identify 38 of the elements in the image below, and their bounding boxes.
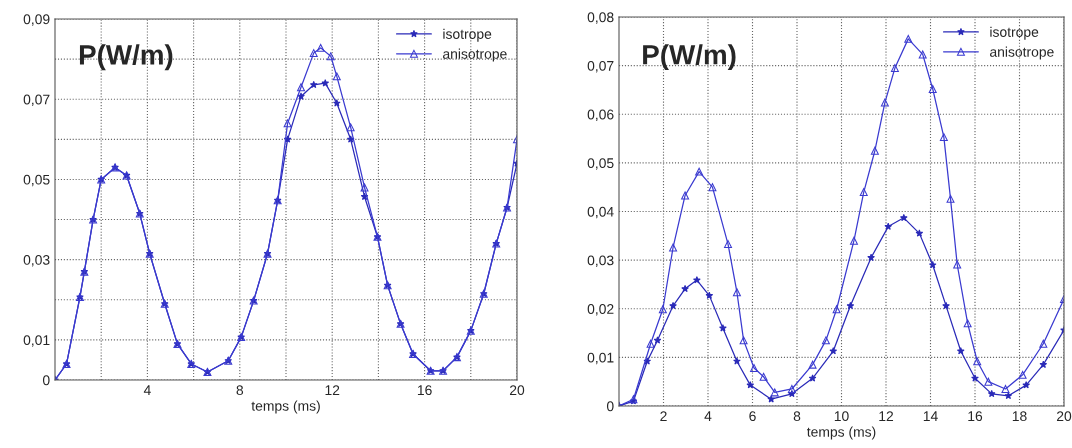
- legend-label: isotrope: [990, 26, 1039, 40]
- x-tick-label: 20: [1056, 411, 1072, 422]
- x-tick-label: 4: [704, 411, 712, 421]
- annotation: P(W/m): [643, 44, 736, 71]
- y-tick-label: 0,01: [587, 352, 614, 365]
- x-tick-label: 4: [143, 385, 151, 395]
- y-tick-label: 0,07: [23, 94, 50, 107]
- x-tick-label: 2: [660, 411, 667, 421]
- y-tick-label: 0,05: [587, 158, 614, 170]
- annotation: P(W/m): [79, 44, 173, 71]
- x-tick-label: 14: [923, 411, 938, 421]
- y-tick-label: 0,03: [23, 255, 50, 267]
- x-axis-title: temps (ms): [806, 426, 876, 440]
- y-tick-label: 0,02: [587, 304, 614, 316]
- x-tick-label: 12: [325, 385, 340, 395]
- x-tick-label: 20: [509, 385, 525, 396]
- x-tick-label: 8: [236, 385, 244, 396]
- x-tick-label: 18: [1012, 411, 1027, 422]
- legend-label: anisotrope: [990, 46, 1054, 60]
- y-tick-label: 0,06: [587, 109, 614, 122]
- y-tick-label: 0,08: [587, 12, 614, 24]
- legend-label: anisotrope: [443, 48, 507, 62]
- y-tick-label: 0,04: [587, 206, 614, 219]
- x-tick-label: 16: [417, 385, 432, 396]
- y-tick-label: 0,01: [23, 335, 50, 347]
- x-axis-title: temps (ms): [251, 400, 320, 414]
- y-tick-label: 0,09: [23, 14, 50, 26]
- y-tick-label: 0,05: [23, 174, 50, 187]
- y-tick-label: 0: [606, 401, 614, 412]
- x-tick-label: 12: [879, 411, 894, 421]
- y-tick-label: 0,03: [587, 255, 614, 267]
- x-tick-label: 16: [968, 411, 983, 422]
- y-tick-label: 0: [42, 375, 50, 386]
- x-tick-label: 10: [834, 411, 849, 422]
- legend-label: isotrope: [443, 28, 492, 42]
- y-tick-label: 0,07: [587, 60, 614, 73]
- x-tick-label: 8: [793, 411, 801, 422]
- x-tick-label: 6: [749, 411, 756, 422]
